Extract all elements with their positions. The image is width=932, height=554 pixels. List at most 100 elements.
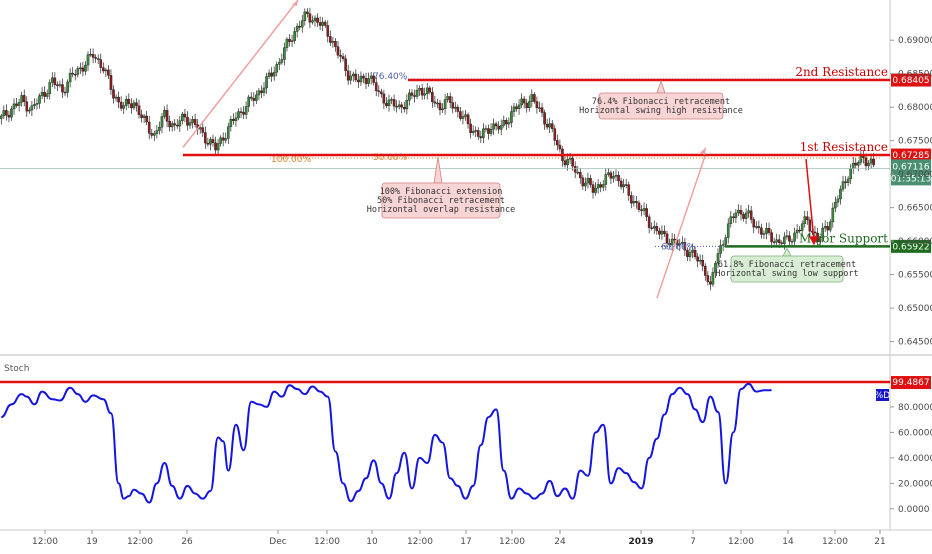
candle-body bbox=[594, 187, 597, 193]
candle-body bbox=[43, 92, 46, 97]
candle-body bbox=[489, 129, 493, 134]
candle-body bbox=[425, 87, 429, 94]
y-tick-label: 0.67500 bbox=[898, 137, 932, 147]
candle-body bbox=[204, 132, 207, 144]
candle-body bbox=[147, 121, 151, 134]
candle-body bbox=[150, 133, 154, 136]
x-tick-label: 12:00 bbox=[822, 537, 848, 547]
candle-body bbox=[247, 96, 250, 107]
candle-body bbox=[446, 96, 449, 100]
candle-body bbox=[742, 214, 745, 219]
candle-body bbox=[385, 102, 388, 107]
candle-body bbox=[726, 223, 730, 238]
candle-body bbox=[122, 105, 126, 109]
candle-body bbox=[288, 38, 291, 42]
candle-body bbox=[221, 137, 225, 141]
major-support-note-line: Horizontal swing low support bbox=[715, 269, 858, 279]
candle-body bbox=[573, 166, 577, 173]
candle-body bbox=[61, 84, 64, 93]
candle-body bbox=[765, 228, 768, 234]
x-tick-label: Dec bbox=[269, 537, 286, 547]
candle-body bbox=[380, 91, 383, 95]
candle-body bbox=[747, 210, 750, 214]
candle-body bbox=[63, 91, 67, 94]
candle-body bbox=[397, 104, 401, 108]
candle-body bbox=[413, 95, 416, 97]
candle-body bbox=[795, 229, 799, 234]
first-resistance-badge-text: 0.67285 bbox=[892, 151, 929, 161]
candle-body bbox=[749, 210, 753, 220]
candle-body bbox=[262, 87, 266, 93]
candle-body bbox=[624, 184, 628, 186]
candle-body bbox=[576, 171, 580, 174]
candle-body bbox=[140, 114, 143, 118]
candle-body bbox=[538, 107, 541, 109]
candle-body bbox=[530, 94, 534, 102]
candle-body bbox=[5, 110, 8, 116]
last-price-countdown: 01:35:13 bbox=[891, 174, 931, 184]
candle-body bbox=[650, 227, 654, 229]
candle-body bbox=[783, 236, 786, 244]
candle-body bbox=[303, 11, 307, 21]
candle-body bbox=[806, 216, 809, 221]
candle-body bbox=[160, 116, 164, 128]
candle-body bbox=[673, 238, 676, 241]
stoch-pane-title: Stoch bbox=[4, 364, 29, 374]
candle-body bbox=[563, 160, 567, 166]
candle-body bbox=[688, 252, 692, 257]
candle-body bbox=[665, 233, 669, 244]
candle-body bbox=[461, 116, 465, 119]
candle-body bbox=[232, 119, 235, 121]
candle-body bbox=[800, 223, 804, 231]
candle-body bbox=[520, 98, 523, 106]
candle-body bbox=[719, 245, 722, 254]
candle-body bbox=[38, 95, 41, 104]
candle-body bbox=[30, 105, 34, 111]
candle-body bbox=[691, 249, 694, 253]
candle-body bbox=[214, 142, 217, 151]
candle-body bbox=[326, 25, 330, 37]
candle-body bbox=[632, 201, 636, 204]
last-price-value: 0.67116 bbox=[892, 162, 929, 172]
candle-body bbox=[857, 162, 860, 166]
candle-body bbox=[550, 123, 554, 129]
candle-body bbox=[270, 72, 273, 77]
x-tick-label: 19 bbox=[86, 537, 98, 547]
candle-body bbox=[145, 115, 148, 123]
candle-body bbox=[107, 69, 110, 76]
first-resistance-badge bbox=[891, 148, 931, 162]
candle-body bbox=[242, 111, 245, 115]
candle-body bbox=[512, 106, 516, 112]
y-tick-label: 0.68500 bbox=[898, 70, 932, 80]
candle-body bbox=[451, 102, 455, 109]
y-tick-label: 0.65500 bbox=[898, 271, 932, 281]
candle-body bbox=[862, 155, 865, 159]
price-candles bbox=[0, 7, 875, 291]
x-tick-label: 7 bbox=[690, 537, 696, 547]
candle-body bbox=[73, 73, 77, 76]
candle-body bbox=[367, 78, 370, 84]
candle-body bbox=[224, 138, 228, 141]
candle-body bbox=[68, 72, 72, 83]
candle-body bbox=[851, 162, 855, 169]
candle-body bbox=[744, 212, 748, 219]
candle-body bbox=[553, 128, 557, 141]
candle-body bbox=[828, 221, 832, 231]
candle-body bbox=[479, 136, 483, 139]
candle-body bbox=[571, 157, 574, 167]
stoch-overbought-value: 99.4867 bbox=[892, 378, 929, 388]
candle-body bbox=[515, 106, 518, 109]
candle-body bbox=[596, 184, 600, 189]
candle-body bbox=[173, 123, 177, 126]
candle-body bbox=[50, 77, 54, 83]
candle-body bbox=[71, 72, 74, 75]
candle-body bbox=[229, 119, 233, 127]
candle-body bbox=[298, 25, 302, 28]
candle-body bbox=[821, 227, 824, 238]
x-tick-label: 12:00 bbox=[314, 537, 340, 547]
candle-body bbox=[252, 98, 256, 101]
candle-body bbox=[163, 109, 166, 117]
candle-body bbox=[48, 82, 52, 94]
candle-body bbox=[869, 158, 873, 164]
